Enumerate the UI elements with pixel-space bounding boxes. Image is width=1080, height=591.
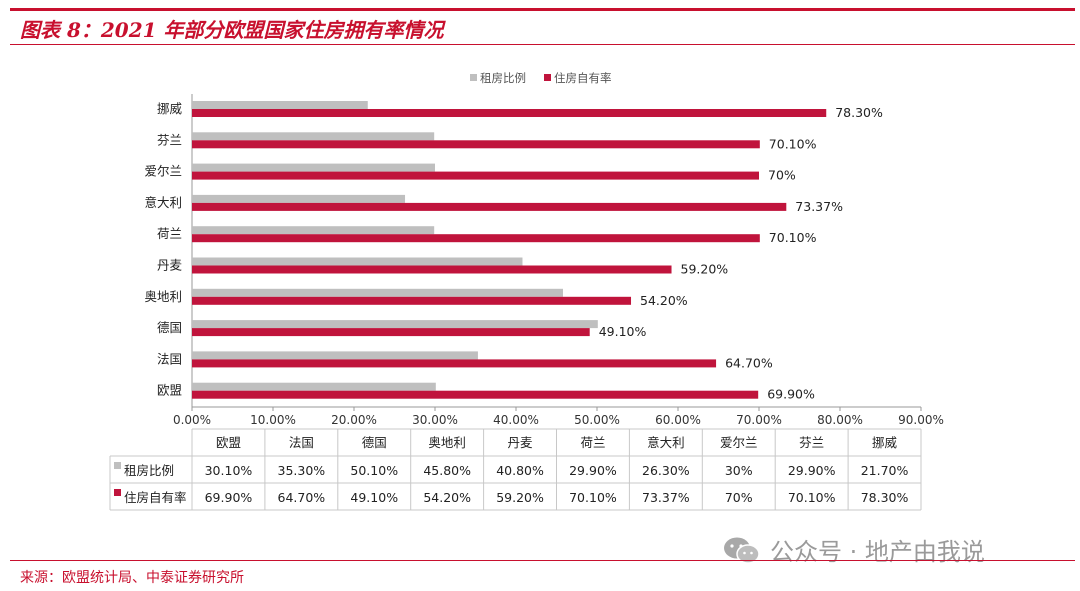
bar-rent bbox=[192, 257, 523, 266]
table-cell-own: 54.20% bbox=[423, 490, 471, 505]
data-label-own: 70.10% bbox=[769, 136, 817, 151]
x-tick-label: 50.00% bbox=[574, 413, 620, 427]
table-header-cell: 德国 bbox=[362, 435, 387, 450]
source-note: 来源：欧盟统计局、中泰证券研究所 bbox=[20, 570, 244, 586]
x-tick-label: 90.00% bbox=[898, 413, 944, 427]
table-cell-own: 64.70% bbox=[278, 490, 326, 505]
table-cell-rent: 26.30% bbox=[642, 463, 690, 478]
x-tick-label: 60.00% bbox=[655, 413, 701, 427]
table-cell-own: 70% bbox=[725, 490, 753, 505]
table-cell-rent: 21.70% bbox=[861, 463, 909, 478]
bar-own bbox=[192, 234, 760, 243]
x-tick-label: 10.00% bbox=[250, 413, 296, 427]
bar-own bbox=[192, 328, 590, 337]
bar-own bbox=[192, 265, 672, 274]
table-header-cell: 挪威 bbox=[872, 435, 898, 450]
table-header-cell: 爱尔兰 bbox=[720, 435, 758, 450]
legend-swatch-rent bbox=[470, 74, 477, 81]
data-label-own: 64.70% bbox=[725, 355, 773, 370]
wechat-icon bbox=[724, 537, 760, 564]
table-cell-rent: 29.90% bbox=[569, 463, 617, 478]
table-cell-rent: 30.10% bbox=[205, 463, 253, 478]
bar-rent bbox=[192, 320, 598, 329]
x-tick-label: 0.00% bbox=[173, 413, 211, 427]
table-cell-own: 73.37% bbox=[642, 490, 690, 505]
data-label-own: 69.90% bbox=[767, 387, 815, 402]
table-header-cell: 丹麦 bbox=[508, 435, 534, 450]
table-header-cell: 欧盟 bbox=[216, 435, 241, 450]
table-cell-rent: 40.80% bbox=[496, 463, 544, 478]
bar-own bbox=[192, 140, 760, 149]
data-label-own: 49.10% bbox=[599, 324, 647, 339]
category-label: 法国 bbox=[157, 351, 182, 366]
bar-own bbox=[192, 171, 759, 180]
bar-own bbox=[192, 390, 759, 399]
category-label: 意大利 bbox=[144, 195, 182, 210]
bar-own bbox=[192, 109, 827, 117]
table-header-cell: 荷兰 bbox=[580, 435, 605, 450]
category-label: 奥地利 bbox=[144, 289, 182, 304]
page-title: 图表 8：2021 年部分欧盟国家住房拥有率情况 bbox=[20, 18, 444, 42]
table-cell-rent: 30% bbox=[725, 463, 753, 478]
data-label-own: 70% bbox=[768, 168, 796, 183]
table-cell-rent: 50.10% bbox=[350, 463, 398, 478]
data-label-own: 73.37% bbox=[795, 199, 843, 214]
x-tick-label: 80.00% bbox=[817, 413, 863, 427]
bar-own bbox=[192, 359, 717, 368]
table-cell-rent: 45.80% bbox=[423, 463, 471, 478]
table-legend-swatch-own bbox=[114, 489, 121, 496]
table-cell-own: 78.30% bbox=[861, 490, 909, 505]
table-cell-own: 59.20% bbox=[496, 490, 544, 505]
table-header-cell: 法国 bbox=[289, 435, 314, 450]
top-rule bbox=[10, 8, 1075, 11]
bar-rent bbox=[192, 288, 563, 297]
bar-rent bbox=[192, 163, 435, 172]
category-label: 荷兰 bbox=[157, 226, 182, 241]
bar-rent bbox=[192, 132, 435, 141]
bar-rent bbox=[192, 382, 436, 391]
data-label-own: 78.30% bbox=[835, 105, 883, 120]
category-label: 芬兰 bbox=[157, 132, 182, 147]
table-cell-own: 70.10% bbox=[569, 490, 617, 505]
data-label-own: 59.20% bbox=[681, 262, 729, 277]
bar-own bbox=[192, 296, 632, 305]
table-cell-rent: 29.90% bbox=[788, 463, 836, 478]
data-label-own: 54.20% bbox=[640, 293, 688, 308]
category-label: 德国 bbox=[157, 320, 182, 335]
bar-own bbox=[192, 202, 787, 211]
table-cell-rent: 35.30% bbox=[278, 463, 326, 478]
data-label-own: 70.10% bbox=[769, 230, 817, 245]
legend-label-own: 住房自有率 bbox=[554, 71, 612, 85]
table-legend-swatch-rent bbox=[114, 462, 121, 469]
category-label: 挪威 bbox=[157, 101, 183, 116]
table-row-label-rent: 租房比例 bbox=[124, 463, 174, 478]
table-cell-own: 49.10% bbox=[350, 490, 398, 505]
table-cell-own: 69.90% bbox=[205, 490, 253, 505]
bar-rent bbox=[192, 226, 435, 235]
category-label: 欧盟 bbox=[157, 383, 182, 398]
bottom-rule bbox=[10, 560, 1075, 561]
watermark-text: 公众号 · 地产由我说 bbox=[770, 538, 985, 566]
legend-label-rent: 租房比例 bbox=[480, 71, 526, 85]
bar-rent bbox=[192, 351, 478, 360]
x-tick-label: 20.00% bbox=[331, 413, 377, 427]
table-header-cell: 意大利 bbox=[647, 435, 685, 450]
table-cell-own: 70.10% bbox=[788, 490, 836, 505]
table-header-cell: 奥地利 bbox=[428, 435, 466, 450]
table-header-cell: 芬兰 bbox=[799, 435, 824, 450]
x-tick-label: 70.00% bbox=[736, 413, 782, 427]
watermark: 公众号 · 地产由我说 bbox=[722, 532, 985, 567]
table-row-label-own: 住房自有率 bbox=[124, 490, 187, 505]
category-label: 丹麦 bbox=[157, 258, 183, 273]
x-tick-label: 40.00% bbox=[493, 413, 539, 427]
legend-swatch-own bbox=[544, 74, 551, 81]
title-rule bbox=[10, 44, 1075, 45]
category-label: 爱尔兰 bbox=[144, 164, 182, 179]
bar-rent bbox=[192, 194, 406, 203]
x-tick-label: 30.00% bbox=[412, 413, 458, 427]
bar-rent bbox=[192, 101, 368, 109]
